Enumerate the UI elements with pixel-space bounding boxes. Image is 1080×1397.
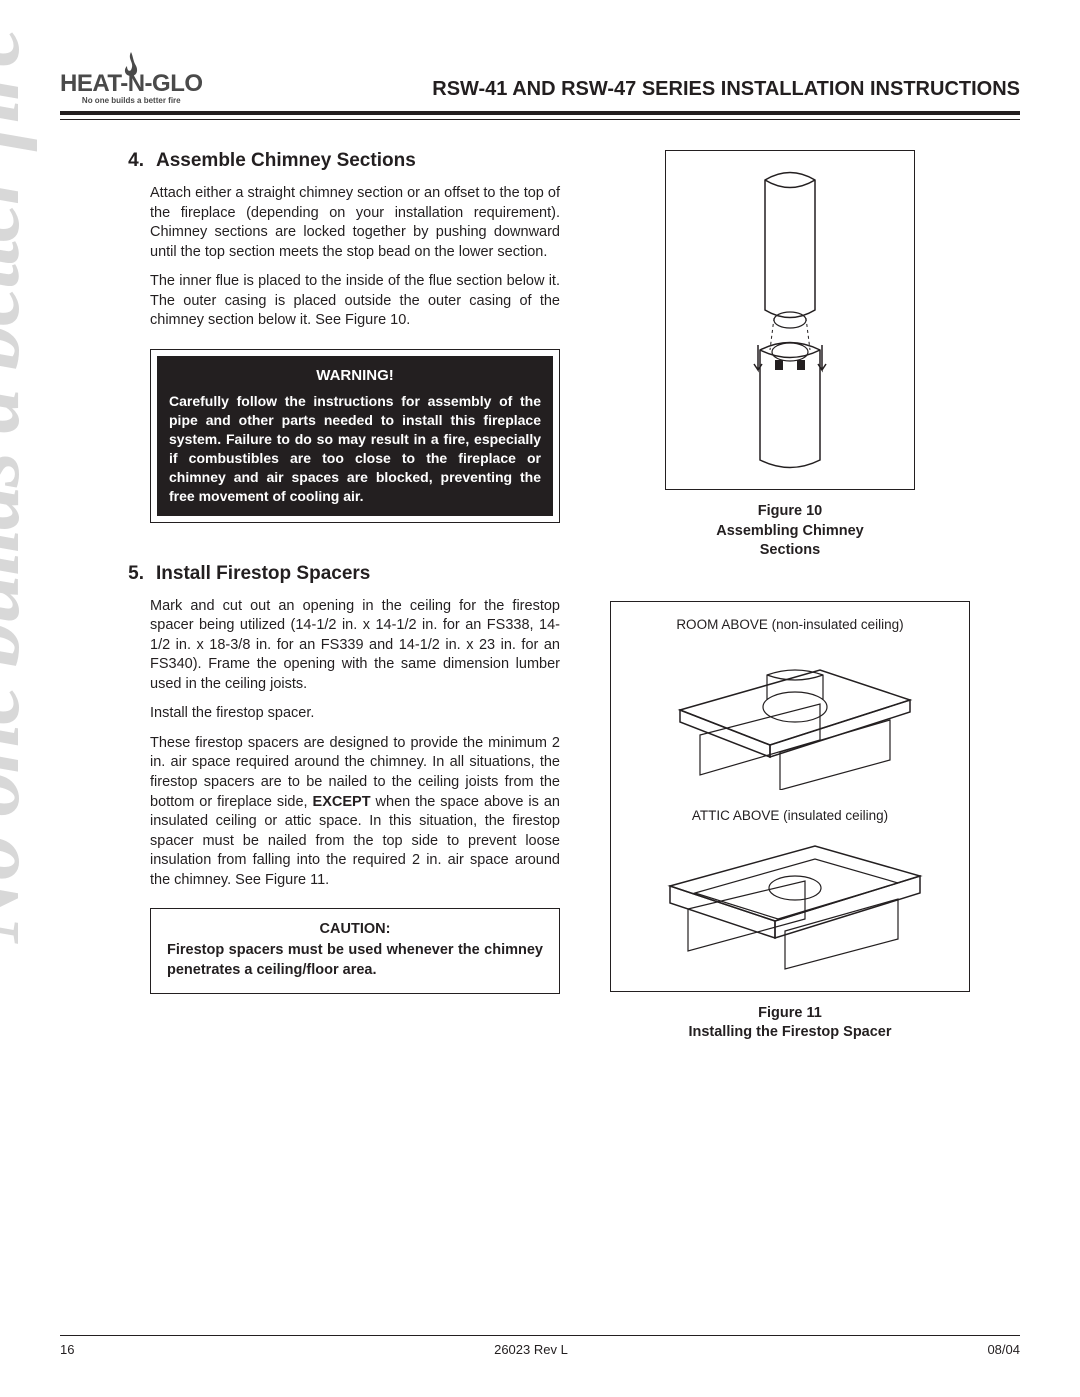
section-5-title: Install Firestop Spacers: [156, 563, 370, 585]
warning-inner: WARNING! Carefully follow the instructio…: [157, 356, 553, 516]
section-5-p3: These firestop spacers are designed to p…: [150, 734, 560, 891]
logo: HEAT-N-GLO No one builds a better fire: [60, 50, 203, 105]
document-title: RSW-41 AND RSW-47 SERIES INSTALLATION IN…: [432, 78, 1020, 105]
figure-10-caption: Figure 10 Assembling Chimney Sections: [716, 502, 863, 561]
figure-11-room-label: ROOM ABOVE (non-insulated ceiling): [676, 617, 903, 632]
section-4-heading: 4. Assemble Chimney Sections: [122, 150, 560, 172]
figure-10-label1: Figure 10: [716, 502, 863, 522]
warning-box: WARNING! Carefully follow the instructio…: [150, 349, 560, 523]
page-header: HEAT-N-GLO No one builds a better fire R…: [60, 50, 1020, 115]
page-footer: 16 26023 Rev L 08/04: [60, 1335, 1020, 1357]
content-area: No one builds a better fire 4. Assemble …: [60, 150, 1020, 1043]
header-rule: [60, 119, 1020, 120]
watermark-text: No one builds a better fire: [0, 29, 40, 942]
section-5-p2: Install the firestop spacer.: [150, 704, 560, 724]
left-column: 4. Assemble Chimney Sections Attach eith…: [150, 150, 560, 1043]
caution-body: Firestop spacers must be used whenever t…: [167, 941, 543, 980]
caution-inner: CAUTION: Firestop spacers must be used w…: [157, 915, 553, 986]
figure-11-label1: Figure 11: [688, 1004, 891, 1024]
figure-10-label3: Sections: [716, 541, 863, 561]
columns: 4. Assemble Chimney Sections Attach eith…: [150, 150, 1020, 1043]
figure-11-caption: Figure 11 Installing the Firestop Spacer: [688, 1004, 891, 1043]
figure-11-attic-label: ATTIC ABOVE (insulated ceiling): [692, 808, 888, 823]
figure-11-box: ROOM ABOVE (non-insulated ceiling): [610, 601, 970, 992]
section-4-number: 4.: [122, 150, 144, 172]
section-5-number: 5.: [122, 563, 144, 585]
section-4-p1: Attach either a straight chimney section…: [150, 184, 560, 262]
section-4-title: Assemble Chimney Sections: [156, 150, 416, 172]
caution-box: CAUTION: Firestop spacers must be used w…: [150, 908, 560, 993]
right-column: Figure 10 Assembling Chimney Sections RO…: [600, 150, 980, 1043]
section-5-heading: 5. Install Firestop Spacers: [122, 563, 560, 585]
figure-11-room-illustration: [640, 640, 940, 790]
footer-rev: 26023 Rev L: [494, 1342, 568, 1357]
figure-10-illustration: [730, 170, 850, 470]
footer-page: 16: [60, 1342, 74, 1357]
warning-title: WARNING!: [169, 366, 541, 386]
page: HEAT-N-GLO No one builds a better fire R…: [0, 0, 1080, 1397]
warning-body: Carefully follow the instructions for as…: [169, 392, 541, 505]
section-5-p1: Mark and cut out an opening in the ceili…: [150, 597, 560, 695]
figure-10-label2: Assembling Chimney: [716, 522, 863, 542]
figure-10-box: [665, 150, 915, 490]
section-5-except: EXCEPT: [313, 794, 371, 810]
section-4-p2: The inner flue is placed to the inside o…: [150, 272, 560, 331]
figure-11-label2: Installing the Firestop Spacer: [688, 1023, 891, 1043]
figure-11-attic-illustration: [640, 831, 940, 971]
caution-title: CAUTION:: [167, 921, 543, 937]
logo-tagline: No one builds a better fire: [82, 96, 181, 105]
footer-date: 08/04: [987, 1342, 1020, 1357]
logo-text: HEAT-N-GLO: [60, 70, 203, 98]
